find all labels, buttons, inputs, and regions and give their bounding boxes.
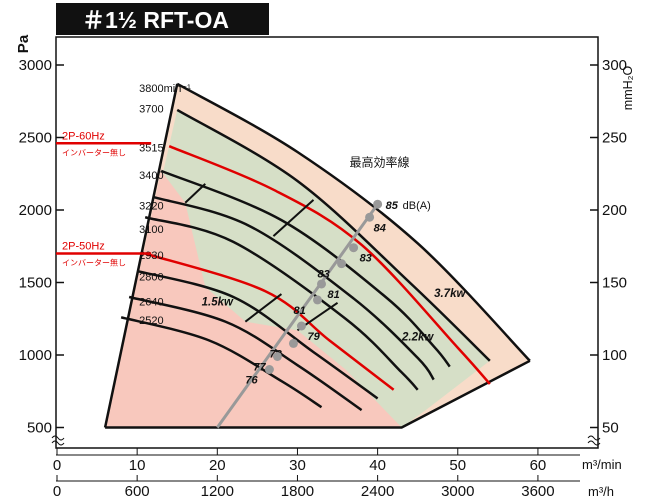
x1-tick-label: 30 [289, 457, 306, 474]
speed-curve [144, 216, 419, 391]
db-point [313, 295, 322, 305]
power-label: 2.2kw [401, 332, 434, 344]
speed-label: 2930 [139, 250, 163, 262]
x2-tick-label: 600 [125, 483, 150, 500]
x1-tick-label: 0 [53, 457, 61, 474]
db-label: 81 [328, 289, 340, 301]
db-point [365, 212, 375, 222]
speed-curve [144, 252, 395, 391]
y-left-axis-label: Pa [15, 34, 32, 53]
y-right-tick-label: 250 [602, 130, 627, 147]
x2-tick-label: 2400 [361, 483, 394, 500]
axes: 5001000150020002500300050100150200250300… [19, 57, 627, 500]
title-banner [56, 3, 269, 35]
operating-label: 2P-50Hz [62, 241, 105, 253]
operating-label: 2P-60Hz [62, 130, 105, 142]
db-point [264, 365, 274, 374]
speed-curve [160, 169, 451, 368]
speed-curve [176, 82, 531, 362]
db-point [288, 338, 298, 348]
db-point [373, 199, 383, 209]
speed-label: 3220 [139, 201, 163, 213]
power-regions [105, 83, 530, 428]
speed-label: 3400 [139, 170, 163, 182]
x1-tick-label: 10 [129, 457, 146, 474]
x1-axis-unit: m³/min [582, 457, 622, 472]
speed-label: 2640 [139, 296, 163, 308]
chart-labels: 3800min⁻¹ 3700 3515 3400 3220 3100 2930 2800 264… [56, 83, 466, 344]
x1-tick-label: 60 [530, 457, 547, 474]
speed-curve [168, 145, 491, 385]
db-label: 84 [374, 222, 386, 234]
axis-break [587, 435, 601, 446]
speed-curves [103, 82, 531, 429]
region-boundary [244, 293, 283, 323]
envelope-left [103, 83, 179, 428]
x2-tick-label: 1200 [201, 483, 234, 500]
speed-label: 2800 [139, 272, 163, 284]
y-right-tick-label: 50 [602, 420, 619, 437]
operating-sub: インバーター無し [62, 258, 126, 268]
operating-sub: インバーター無し [62, 147, 126, 157]
db-label: 83 [318, 269, 330, 281]
db-unit: dB(A) [403, 200, 431, 212]
x2-tick-label: 0 [53, 483, 61, 500]
x2-tick-label: 3000 [441, 483, 474, 500]
efficiency-line [216, 203, 379, 429]
speed-curve [136, 269, 379, 400]
speed-label: 3100 [139, 224, 163, 236]
speed-label: 3800min⁻¹ [139, 83, 191, 95]
db-label: 85 [386, 200, 399, 212]
y-left-tick-label: 1500 [19, 275, 52, 292]
speed-label: 3700 [139, 104, 163, 116]
db-label: 83 [360, 253, 372, 265]
db-label: 81 [294, 305, 306, 317]
x2-tick-label: 3600 [521, 483, 554, 500]
plot-frame [55, 36, 599, 449]
region-boundary [184, 183, 206, 204]
db-point [296, 321, 306, 331]
speed-label: 2520 [139, 315, 163, 327]
db-point [337, 259, 347, 269]
envelope-bottom [105, 359, 531, 429]
x1-tick-label: 20 [209, 457, 226, 474]
db-point [317, 279, 327, 289]
db-point [349, 243, 359, 253]
speed-label: 3515 [139, 143, 163, 155]
speed-curve [128, 295, 363, 412]
x1-tick-label: 40 [369, 457, 386, 474]
y-right-axis-label: mmH₂O [621, 66, 635, 111]
axis-break [51, 435, 65, 446]
x2-axis-unit: m³/h [588, 484, 614, 499]
y-left-tick-label: 2000 [19, 202, 52, 219]
chart-title: ＃1½ RFT-OA [82, 7, 229, 33]
db-label: 79 [307, 331, 320, 343]
y-right-tick-label: 100 [602, 347, 627, 364]
y-right-tick-label: 300 [602, 57, 627, 74]
db-label: 76 [245, 375, 258, 387]
y-left-tick-label: 3000 [19, 57, 52, 74]
y-right-tick-label: 150 [602, 275, 627, 292]
efficiency-line-label: 最高効率線 [350, 155, 410, 170]
y-left-tick-label: 1000 [19, 347, 52, 364]
y-left-tick-label: 500 [27, 420, 52, 437]
speed-curve [152, 195, 435, 381]
speed-curve [120, 316, 323, 409]
speed-curve [176, 108, 491, 362]
power-label: 1.5kw [202, 297, 234, 309]
db-point [272, 351, 282, 361]
x1-tick-label: 50 [449, 457, 466, 474]
y-right-tick-label: 200 [602, 202, 627, 219]
y-left-tick-label: 2500 [19, 130, 52, 147]
db-label: 77 [253, 361, 266, 373]
region-boundary [272, 199, 315, 237]
x2-tick-label: 1800 [281, 483, 314, 500]
power-label: 3.7kw [434, 288, 466, 300]
